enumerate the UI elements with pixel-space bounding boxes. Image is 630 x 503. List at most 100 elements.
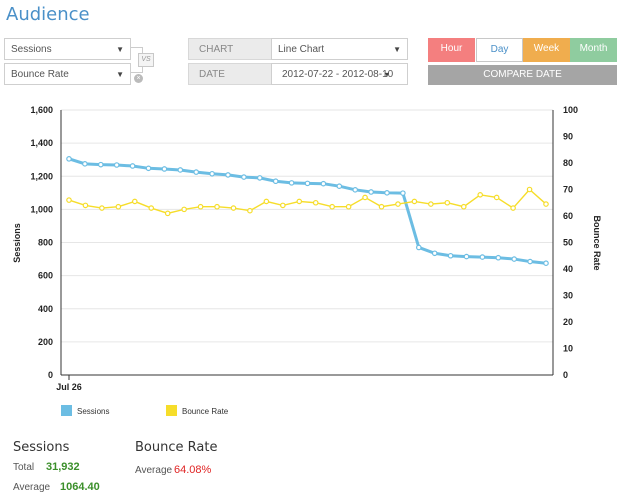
right-axis-label: Bounce Rate [592,215,602,270]
average-value: 1064.40 [60,481,100,493]
sessions-point [400,190,406,196]
y-tick-right: 60 [563,211,573,221]
bounce-rate-point [247,207,253,214]
left-axis-label: Sessions [12,223,22,263]
day-button[interactable]: Day [476,38,523,62]
bounce-average-label: Average [135,465,173,476]
chart-type-select[interactable]: Line Chart ▼ [271,38,408,60]
line-chart: 0 200 400 600 800 1,000 1,200 1,400 1,600 0 10 20 3… [12,105,602,416]
legend-label-bounce-rate[interactable]: Bounce Rate [182,407,229,416]
bounce-rate-point [99,205,105,211]
sessions-point [193,169,200,175]
sessions-point [495,254,502,261]
bounce-rate-point [395,201,401,207]
month-button[interactable]: Month [570,38,617,62]
bounce-rate-point [411,198,418,205]
sessions-point [511,256,518,262]
date-range-value: 2012-07-22 - 2012-08-10 [282,69,394,80]
y-tick-right: 80 [563,158,573,168]
page-title: Audience [6,4,90,25]
bounce-rate-point [230,205,237,211]
y-tick-left: 400 [38,304,53,314]
sessions-point [368,189,374,195]
sessions-point [336,183,343,189]
series-lines [68,157,547,265]
hour-button[interactable]: Hour [428,38,475,62]
series-points [66,156,549,267]
bounce-rate-point [82,202,89,209]
y-tick-left: 1,200 [30,171,53,181]
y-tick-left: 1,600 [30,105,53,115]
sessions-point [145,165,152,172]
sessions-point [479,254,486,260]
close-icon[interactable]: × [134,74,143,83]
sessions-point [543,260,549,267]
bounce-rate-point [345,203,352,210]
y-tick-left: 1,400 [30,138,53,148]
bounce-rate-point [115,203,122,210]
sessions-point [225,172,231,178]
compare-date-button[interactable]: COMPARE DATE [428,65,617,85]
legend-swatch-bounce-rate[interactable] [166,405,177,416]
bounce-rate-point [477,192,484,198]
sessions-point [177,167,184,173]
y-tick-left: 800 [38,238,53,248]
y-tick-right: 20 [563,317,573,327]
y-tick-right: 10 [563,344,573,354]
sessions-point [384,190,390,196]
sessions-point [66,156,72,162]
x-tick-label: Jul 26 [56,382,82,392]
sessions-point [415,244,422,251]
bounce-rate-point [263,198,270,205]
sessions-point [241,174,247,180]
y-tick-right: 40 [563,264,573,274]
y-tick-right: 100 [563,105,578,115]
sessions-point [352,187,359,193]
y-tick-right: 90 [563,132,573,142]
legend-label-sessions[interactable]: Sessions [77,407,109,416]
total-label: Total [13,462,35,473]
bounce-rate-point [378,203,385,210]
sessions-summary-title: Sessions [13,440,70,455]
bounce-rate-point [329,203,335,210]
chart-type-value: Line Chart [278,44,325,55]
y-tick-right: 50 [563,238,573,248]
sessions-point [113,162,120,168]
primary-metric-value: Sessions [11,44,52,55]
chevron-down-icon: ▼ [116,70,124,79]
chevron-down-icon: ▼ [116,45,124,54]
primary-metric-select[interactable]: Sessions ▼ [4,38,131,60]
sessions-point [431,250,438,257]
bounce-rate-point [164,210,171,217]
total-value: 31,932 [46,461,80,473]
chevron-down-icon: ▼ [393,45,401,54]
date-range-picker[interactable]: 2012-07-22 - 2012-08-10 ▾ [271,63,408,85]
bounce-rate-point [148,205,155,211]
sessions-point [129,163,136,169]
sessions-point [82,161,88,167]
bounce-rate-point [181,206,187,213]
bounce-rate-point [280,202,286,209]
vs-badge: VS [138,53,154,67]
bounce-rate-point [296,198,303,205]
bounce-rate-point [543,201,549,207]
left-axis-ticks: 0 200 400 600 800 1,000 1,200 1,400 1,600 [30,105,53,380]
bounce-rate-point [214,203,220,210]
sessions-point [272,178,279,185]
bounce-rate-point [493,194,500,201]
bounce-rate-point [131,198,138,205]
sessions-point [320,180,327,187]
bounce-rate-point [197,203,204,210]
y-tick-left: 200 [38,337,53,347]
legend-swatch-sessions[interactable] [61,405,72,416]
right-axis-ticks: 0 10 20 30 40 50 60 70 80 90 100 [563,105,578,380]
secondary-metric-select[interactable]: Bounce Rate ▼ [4,63,131,85]
bounce-rate-point [362,194,368,201]
sessions-point [463,253,470,260]
week-button[interactable]: Week [523,38,570,62]
sessions-point [209,170,215,177]
average-label: Average [13,482,51,493]
bounce-rate-point [66,197,72,203]
bounce-rate-point [526,186,533,193]
sessions-line [68,157,547,265]
